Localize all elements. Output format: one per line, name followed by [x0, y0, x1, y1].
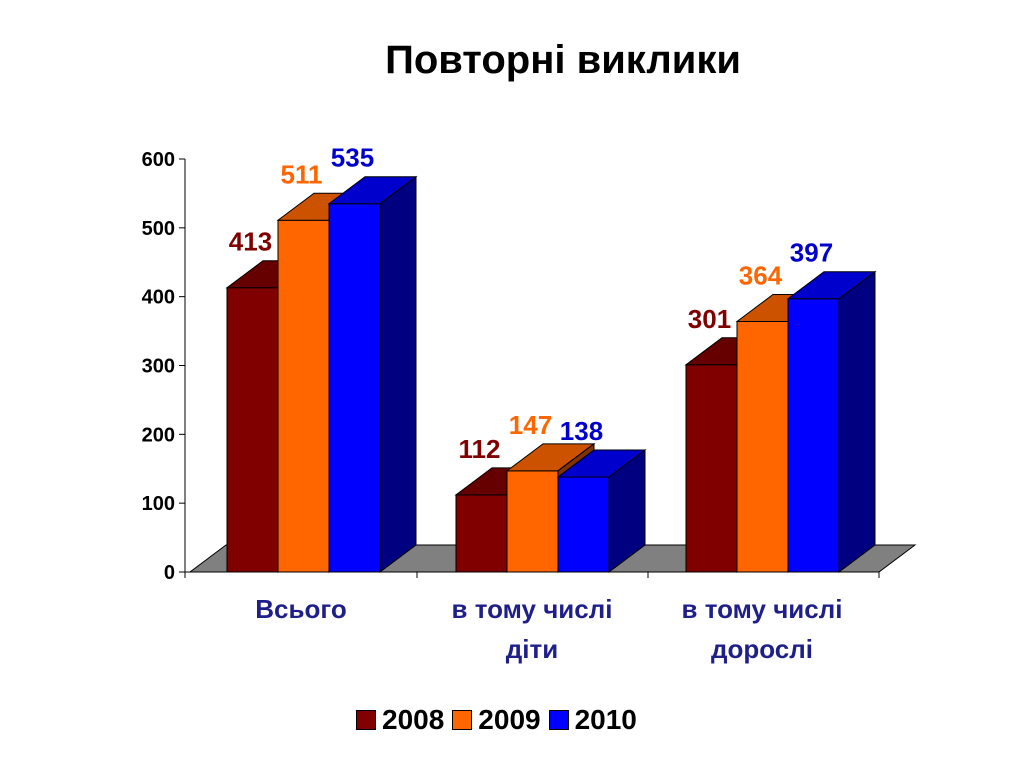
data-label-2009-2: 364 [739, 260, 783, 290]
legend-swatch [452, 710, 473, 730]
bar-front [787, 298, 840, 573]
data-label-2008-1: 112 [459, 434, 501, 464]
legend-swatch [548, 710, 569, 730]
bar-front [455, 494, 508, 573]
data-label-2010-1: 138 [560, 416, 603, 446]
chart-legend: 2008 2009 2010 [356, 704, 645, 736]
bar-side [608, 449, 646, 573]
bar-front [557, 476, 610, 573]
chart-canvas: 0 100 200 300 400 500 600 413 511 535 112 147 138 30… [142, 143, 917, 664]
y-tick-label: 400 [142, 287, 175, 309]
y-tick-label: 600 [142, 149, 175, 171]
legend-swatch [356, 710, 376, 730]
chart-category-labels: Всього в тому числі діти в тому числі доросл… [255, 594, 842, 664]
y-tick-label: 0 [164, 562, 175, 584]
y-tick-label: 200 [142, 424, 175, 446]
bar-side [838, 270, 876, 573]
category-label-0: Всього [255, 594, 346, 624]
bar-front [736, 320, 789, 573]
data-label-2010-0: 535 [331, 143, 374, 173]
legend-item-2008: 2008 [356, 704, 444, 736]
bar-front [506, 470, 559, 573]
data-label-2010-2: 397 [790, 238, 833, 268]
bar-front [277, 219, 330, 573]
category-label-1: в тому числі [452, 594, 613, 624]
chart-bars [225, 175, 877, 573]
bar-2010-2 [786, 270, 877, 573]
legend-label: 2008 [382, 704, 445, 735]
bar-front [328, 203, 381, 573]
data-label-2008-2: 301 [688, 304, 731, 334]
legend-label: 2010 [574, 704, 637, 735]
data-label-2009-0: 511 [281, 159, 323, 189]
legend-item-2010: 2010 [548, 704, 637, 736]
category-label-1: діти [506, 634, 558, 664]
bar-side [379, 175, 417, 573]
y-tick-label: 300 [142, 356, 175, 378]
y-tick-label: 500 [142, 218, 175, 240]
legend-item-2009: 2009 [452, 704, 541, 736]
chart-title: Повторні виклики [385, 38, 741, 82]
data-label-2008-0: 413 [229, 227, 272, 257]
y-tick-label: 100 [142, 493, 175, 515]
bar-front [226, 287, 279, 573]
bar-front [685, 364, 738, 573]
legend-label: 2009 [478, 704, 541, 735]
bar-2010-0 [327, 175, 418, 573]
category-label-2: в тому числі [682, 594, 843, 624]
data-label-2009-1: 147 [509, 410, 552, 440]
category-label-2: дорослі [711, 634, 813, 664]
bar-2010-1 [556, 449, 647, 573]
